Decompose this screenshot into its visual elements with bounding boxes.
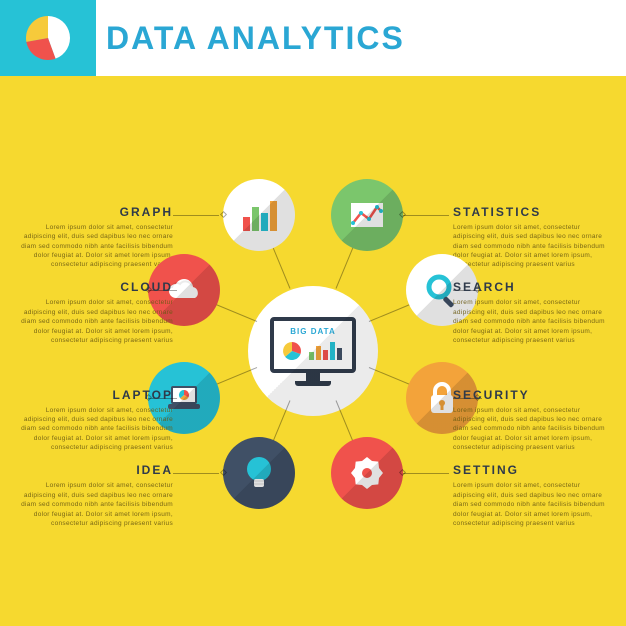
text-security: SECURITY Lorem ipsum dolor sit amet, cons… [453,388,608,453]
label-idea: IDEA [18,463,173,477]
body-graph: Lorem ipsum dolor sit amet, consectetur … [18,223,173,270]
bars-icon [237,193,281,237]
mini-chart-icon [281,338,345,362]
label-statistics: STATISTICS [453,205,608,219]
text-laptop: LAPTOP Lorem ipsum dolor sit amet, consec… [18,388,173,453]
header: DATA ANALYTICS [0,0,626,76]
body-setting: Lorem ipsum dolor sit amet, consectetur … [453,481,608,528]
node-idea [223,437,295,509]
bulb-icon [237,451,281,495]
body-statistics: Lorem ipsum dolor sit amet, consectetur … [453,223,608,270]
infographic-stage: BIG DATA GRAPH Lorem ipsum dolor sit amet… [0,76,626,626]
monitor-label: BIG DATA [290,327,335,336]
body-idea: Lorem ipsum dolor sit amet, consectetur … [18,481,173,528]
label-search: SEARCH [453,280,608,294]
node-statistics [331,179,403,251]
text-cloud: CLOUD Lorem ipsum dolor sit amet, consect… [18,280,173,345]
label-cloud: CLOUD [18,280,173,294]
body-cloud: Lorem ipsum dolor sit amet, consectetur … [18,298,173,345]
body-security: Lorem ipsum dolor sit amet, consectetur … [453,406,608,453]
area-icon [345,193,389,237]
pie-chart-icon [23,13,73,63]
page-title: DATA ANALYTICS [106,20,405,57]
monitor-icon: BIG DATA [270,317,356,386]
text-idea: IDEA Lorem ipsum dolor sit amet, consecte… [18,463,173,528]
body-laptop: Lorem ipsum dolor sit amet, consectetur … [18,406,173,453]
label-laptop: LAPTOP [18,388,173,402]
text-search: SEARCH Lorem ipsum dolor sit amet, consec… [453,280,608,345]
text-statistics: STATISTICS Lorem ipsum dolor sit amet, co… [453,205,608,270]
center-node: BIG DATA [248,286,378,416]
label-setting: SETTING [453,463,608,477]
node-setting [331,437,403,509]
header-icon-box [0,0,96,76]
gear-icon [345,451,389,495]
label-security: SECURITY [453,388,608,402]
node-graph [223,179,295,251]
label-graph: GRAPH [18,205,173,219]
text-setting: SETTING Lorem ipsum dolor sit amet, conse… [453,463,608,528]
body-search: Lorem ipsum dolor sit amet, consectetur … [453,298,608,345]
text-graph: GRAPH Lorem ipsum dolor sit amet, consect… [18,205,173,270]
